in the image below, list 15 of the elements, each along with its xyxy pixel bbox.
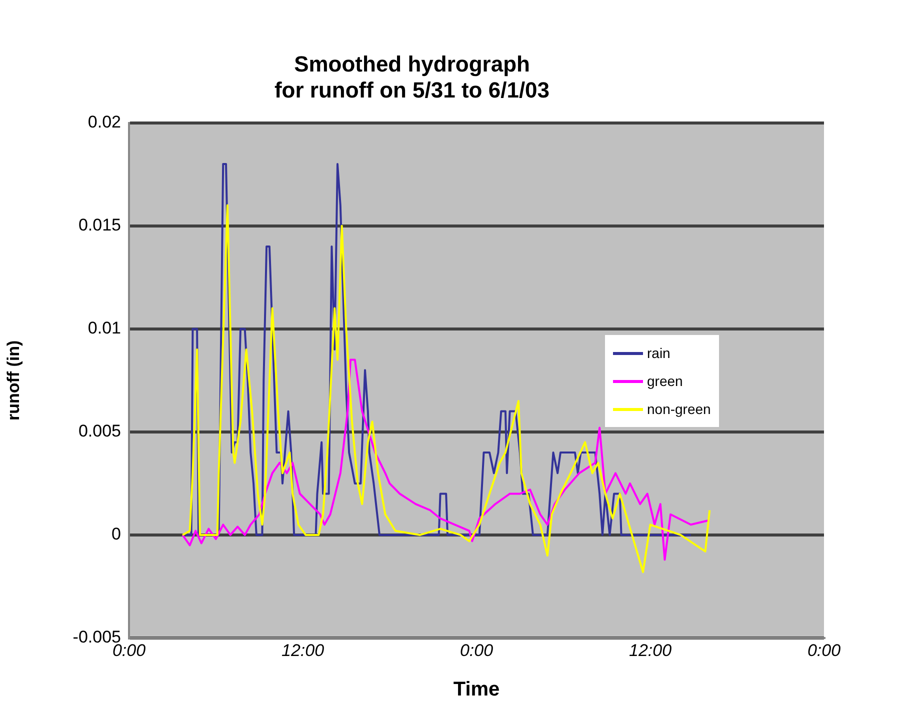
- y-tick-label: 0: [112, 524, 121, 544]
- legend-label: green: [647, 373, 683, 389]
- y-axis-title: runoff (in): [4, 340, 23, 421]
- legend-label: non-green: [647, 401, 711, 417]
- y-tick-label: 0.01: [88, 318, 121, 338]
- x-tick-label: 12:00: [281, 640, 325, 660]
- x-tick-label: 0:00: [807, 640, 842, 660]
- x-axis-title: Time: [453, 678, 500, 701]
- y-tick-label: 0.015: [78, 216, 121, 235]
- x-tick-label: 12:00: [628, 640, 672, 660]
- x-tick-label: 0:00: [460, 640, 494, 660]
- y-tick-label: 0.02: [88, 112, 121, 132]
- chart-title: Smoothed hydrograph for runoff on 5/31 to 6/1/03: [274, 51, 550, 103]
- y-tick-label: 0.005: [78, 422, 121, 441]
- legend-label: rain: [647, 345, 670, 361]
